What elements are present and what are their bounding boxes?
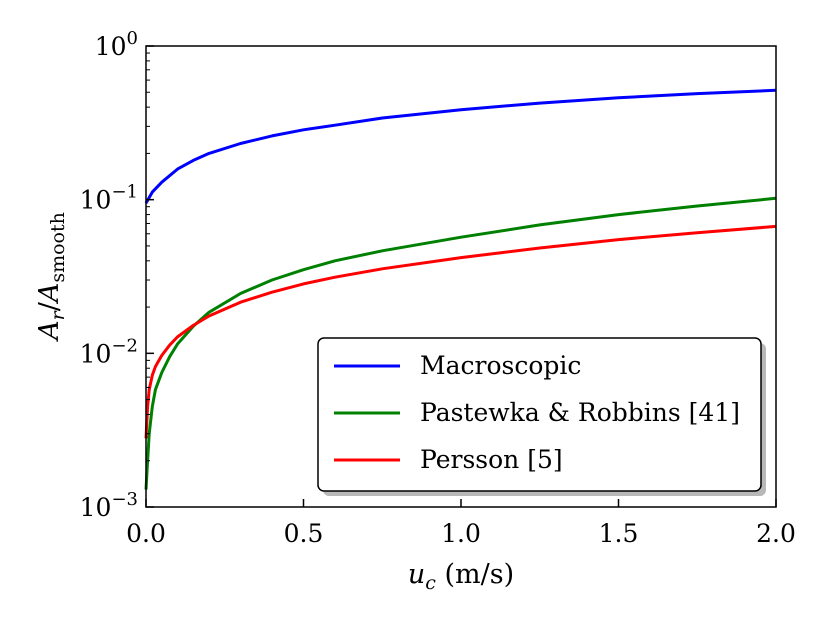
y-axis-label: Ar/Asmooth	[34, 212, 69, 343]
x-tick-label: 1.5	[599, 519, 639, 548]
x-tick-label: 0.0	[126, 519, 166, 548]
y-tick-label: 10−1	[80, 182, 138, 215]
x-tick-label: 1.0	[441, 519, 481, 548]
series-line-macroscopic	[144, 88, 777, 204]
x-tick-label: 2.0	[756, 519, 796, 548]
ticks: 0.0 0.5 1.0 1.5 2.0 10−3 10−2 10−1 100	[80, 28, 796, 548]
plot-frame	[145, 45, 777, 508]
legend-label-persson: Persson [5]	[420, 445, 563, 474]
legend-label-pastewka-robbins: Pastewka & Robbins [41]	[420, 398, 740, 427]
legend: Macroscopic Pastewka & Robbins [41] Pers…	[317, 337, 766, 496]
series-line-persson-5	[144, 224, 777, 439]
x-axis-label: uc (m/s)	[408, 559, 514, 594]
series-line-pastewka-robbins-41	[144, 196, 777, 490]
y-tick-label: 100	[95, 28, 138, 61]
legend-label-macroscopic: Macroscopic	[420, 351, 581, 380]
y-tick-label: 10−2	[80, 335, 138, 368]
series-layer	[144, 88, 777, 490]
x-tick-label: 0.5	[284, 519, 324, 548]
legend-box	[317, 337, 762, 492]
y-tick-label: 10−3	[80, 489, 138, 522]
